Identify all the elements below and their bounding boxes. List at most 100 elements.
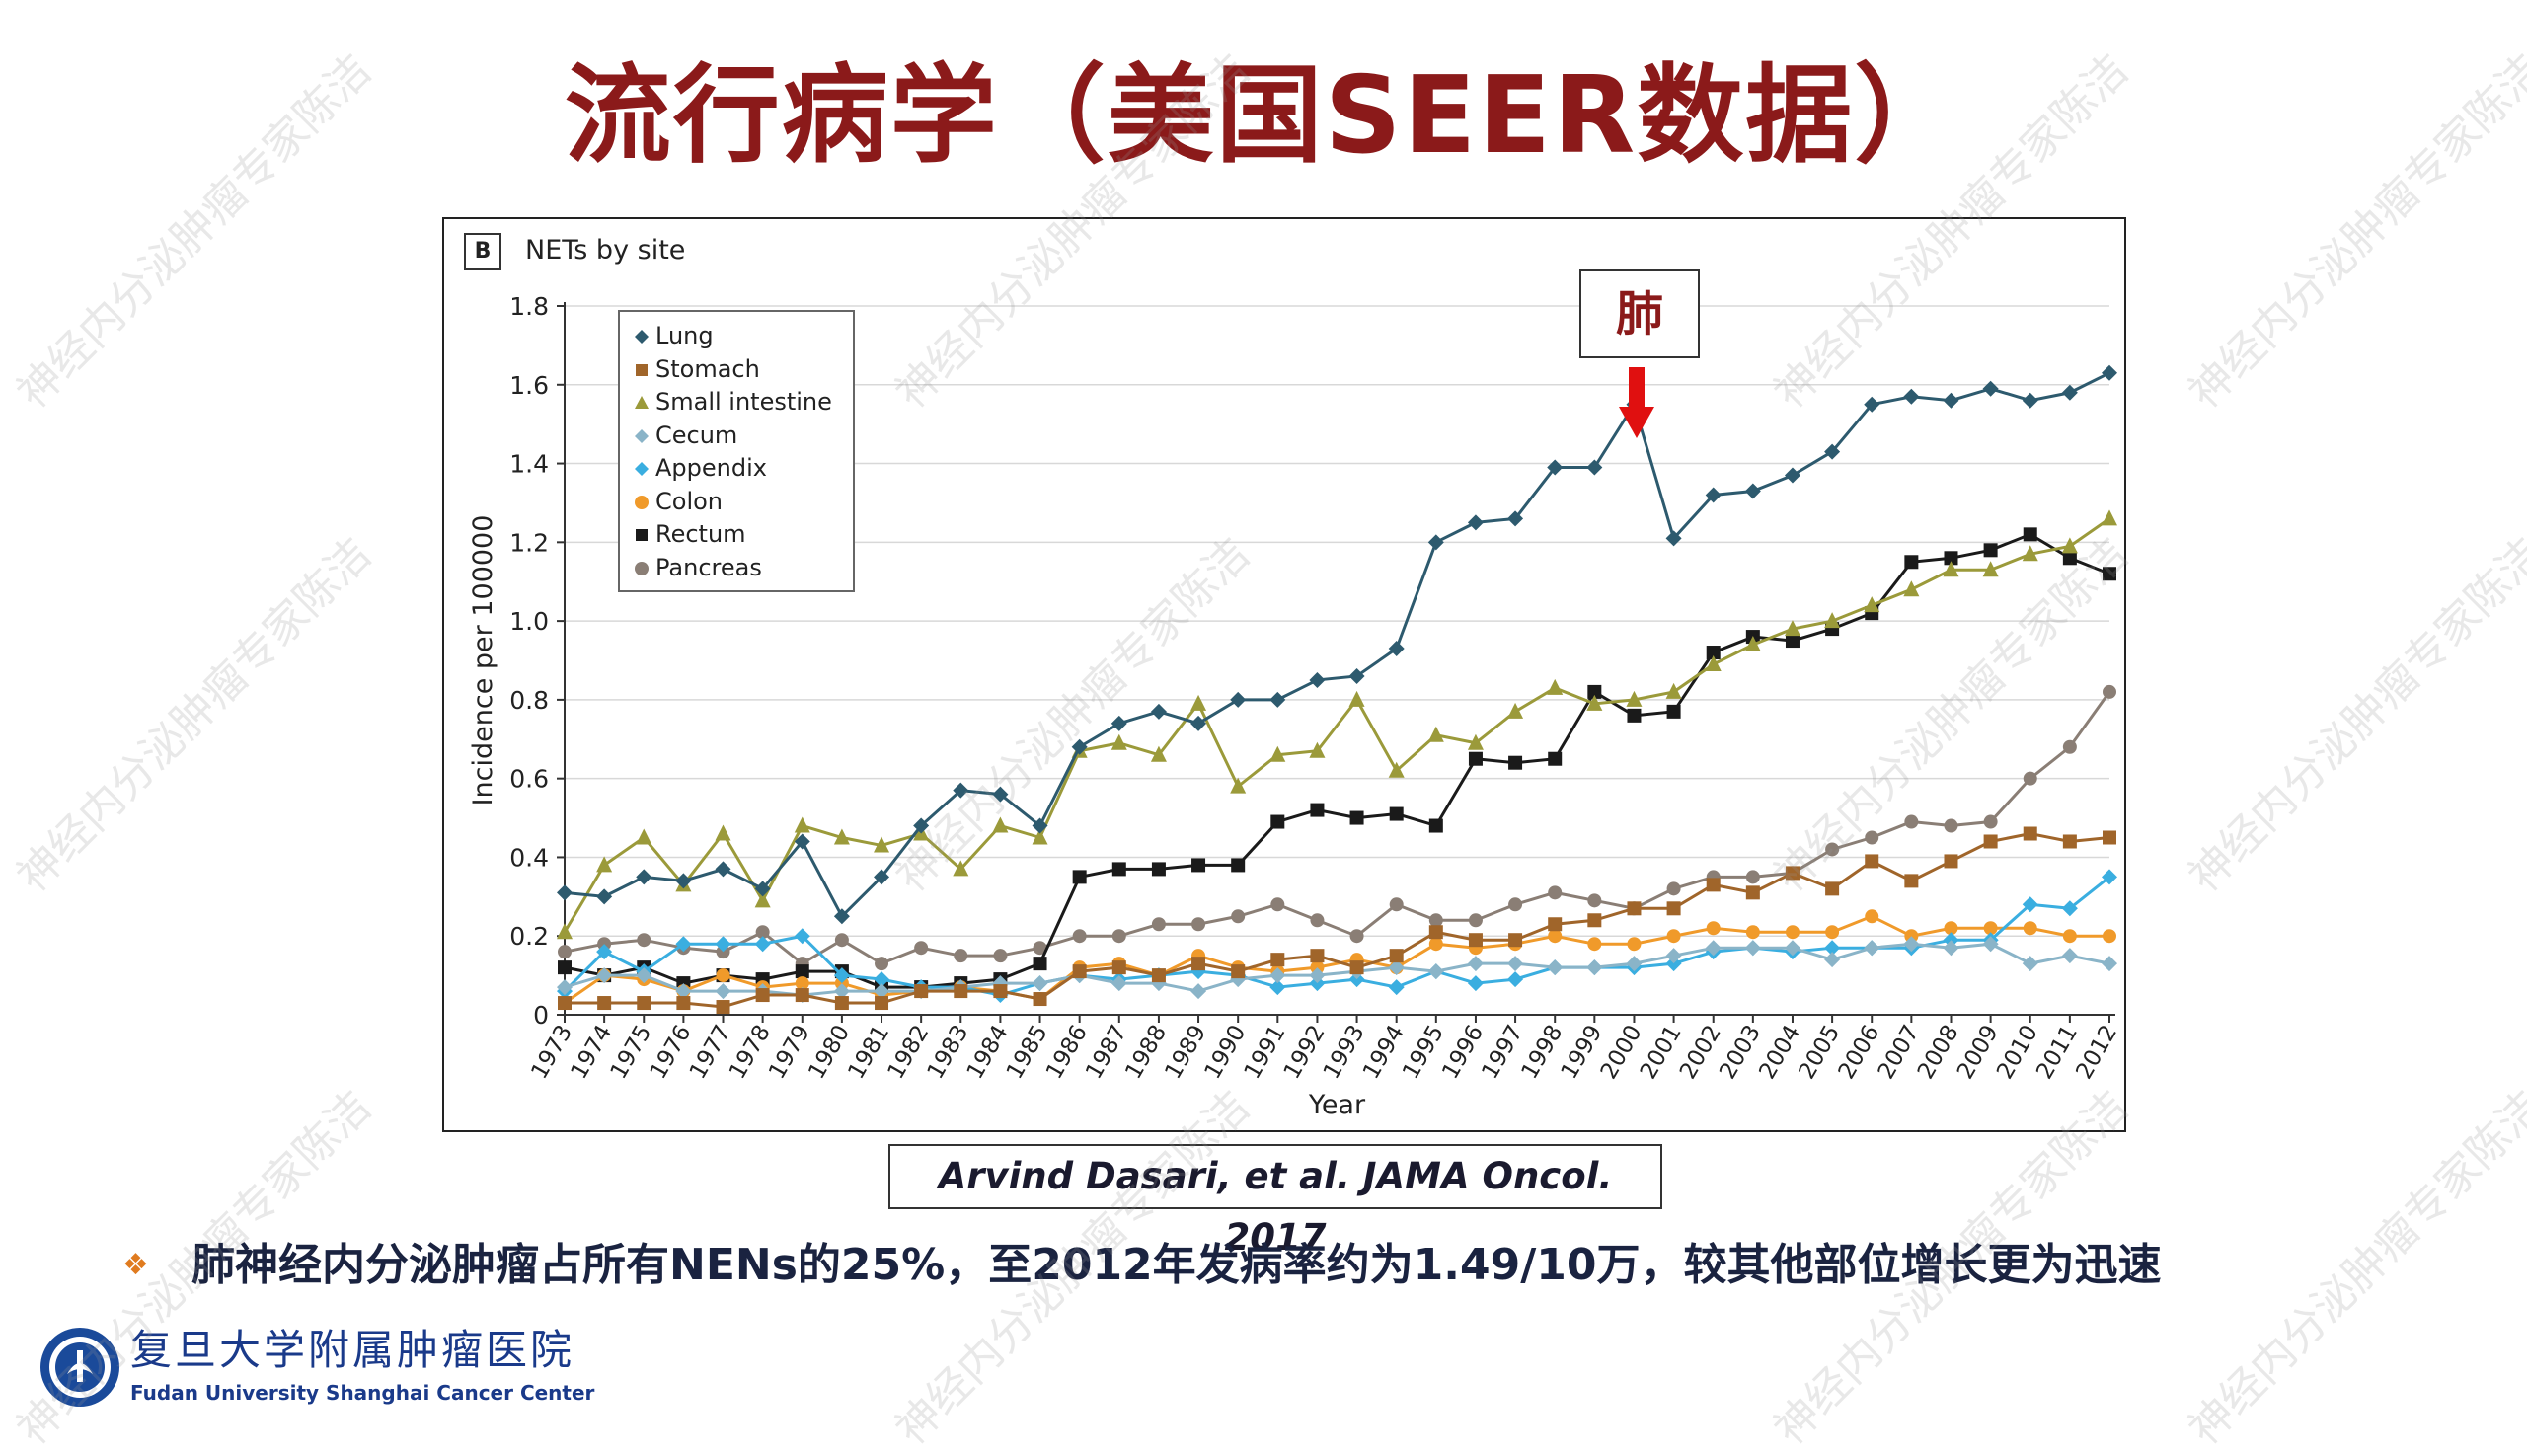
data-point-stomach [1666, 901, 1681, 916]
data-point-small-intestine [1388, 761, 1405, 778]
data-point-pancreas [1666, 881, 1681, 896]
data-point-rectum [1785, 634, 1800, 649]
data-point-lung [1269, 691, 1286, 708]
data-point-cecum [1427, 963, 1444, 980]
data-point-lung [715, 861, 731, 878]
data-point-colon [1548, 929, 1563, 944]
data-point-appendix [2102, 869, 2117, 885]
data-point-lung [1903, 388, 1920, 405]
data-point-small-intestine [1626, 690, 1643, 707]
data-point-rectum [1072, 870, 1087, 884]
data-point-pancreas [1111, 929, 1126, 944]
x-tick-label: 1999 [1557, 1021, 1608, 1084]
x-tick-label: 1975 [606, 1021, 657, 1084]
data-point-appendix [833, 967, 850, 984]
data-point-lung [913, 817, 930, 834]
x-tick-label: 2006 [1834, 1021, 1885, 1084]
series-line-pancreas [564, 691, 2111, 965]
data-point-pancreas [875, 957, 889, 971]
data-point-stomach [637, 996, 651, 1011]
data-point-rectum [1666, 704, 1681, 719]
data-point-small-intestine [1903, 580, 1920, 597]
data-point-cecum [1665, 948, 1682, 964]
data-point-rectum [1151, 862, 1166, 877]
x-tick-label: 1983 [923, 1021, 974, 1084]
data-point-small-intestine [2102, 509, 2117, 526]
data-point-lung [596, 888, 613, 905]
diamond-bullet-icon: ❖ [122, 1247, 149, 1282]
x-tick-label: 2001 [1636, 1021, 1687, 1084]
data-point-stomach [2023, 826, 2037, 841]
data-point-small-intestine [833, 828, 850, 845]
data-point-pancreas [954, 949, 968, 963]
data-point-stomach [1587, 913, 1602, 928]
data-point-stomach [1508, 933, 1523, 948]
data-point-small-intestine [1824, 612, 1841, 629]
data-point-lung [1744, 483, 1761, 499]
data-point-lung [1665, 530, 1682, 547]
hospital-name-cn: 复旦大学附属肿瘤医院 [130, 1326, 575, 1374]
data-point-cecum [636, 967, 652, 984]
data-point-pancreas [2023, 771, 2037, 786]
data-point-stomach [795, 988, 809, 1003]
data-point-rectum [2023, 527, 2037, 542]
data-point-rectum [558, 960, 572, 975]
data-point-colon [1865, 909, 1879, 924]
series-line-colon [564, 914, 2109, 1005]
x-tick-label: 2004 [1754, 1021, 1805, 1084]
data-point-appendix [715, 936, 731, 953]
data-point-lung [1388, 641, 1405, 657]
data-point-lung [833, 908, 850, 925]
data-point-small-intestine [794, 816, 810, 833]
data-point-lung [557, 884, 573, 901]
data-point-small-intestine [636, 828, 652, 845]
data-point-small-intestine [1586, 694, 1603, 711]
data-point-small-intestine [1547, 678, 1564, 695]
data-point-lung [874, 869, 890, 885]
data-point-colon [1627, 937, 1642, 952]
data-point-lung [992, 786, 1009, 803]
data-point-stomach [1865, 854, 1879, 869]
data-point-lung [1190, 715, 1207, 731]
data-point-pancreas [1825, 842, 1840, 857]
data-point-rectum [795, 964, 809, 979]
legend-item-colon: Colon [634, 486, 723, 517]
legend-label: Rectum [655, 520, 746, 548]
data-point-appendix [1269, 979, 1286, 996]
data-point-pancreas [1508, 897, 1523, 912]
data-point-cecum [1705, 940, 1722, 957]
data-point-colon [1825, 925, 1840, 940]
data-point-appendix [1507, 971, 1524, 988]
x-tick-label: 1998 [1517, 1021, 1569, 1084]
data-point-rectum [2103, 567, 2116, 581]
x-tick-label: 1981 [843, 1021, 894, 1084]
data-point-lung [1230, 691, 1247, 708]
data-point-pancreas [1270, 897, 1285, 912]
legend-marker-appendix [635, 462, 649, 476]
x-tick-label: 1984 [962, 1021, 1014, 1084]
data-point-stomach [1745, 885, 1760, 900]
data-point-lung [1586, 459, 1603, 476]
data-point-appendix [596, 944, 613, 960]
data-point-stomach [1706, 878, 1721, 892]
data-point-stomach [834, 996, 849, 1011]
bullet-point: ❖ 肺神经内分泌肿瘤占所有NENs的25%，至2012年发病率约为1.49/10万… [122, 1232, 2162, 1297]
data-point-lung [1032, 817, 1048, 834]
data-point-stomach [716, 1000, 730, 1015]
data-point-cecum [1032, 975, 1048, 992]
data-point-rectum [1983, 543, 1998, 558]
data-point-colon [1785, 925, 1800, 940]
data-point-small-intestine [1032, 828, 1048, 845]
data-point-cecum [1547, 959, 1564, 976]
data-point-small-intestine [1705, 654, 1722, 671]
watermark-text: 神经内分泌肿瘤专家陈洁 [2179, 1081, 2527, 1455]
data-point-rectum [1349, 810, 1364, 825]
data-point-pancreas [1191, 917, 1206, 932]
data-point-small-intestine [1190, 694, 1207, 711]
data-point-pancreas [914, 941, 929, 956]
data-point-lung [2102, 364, 2117, 381]
data-point-small-intestine [1309, 741, 1326, 758]
x-tick-label: 1986 [1041, 1021, 1093, 1084]
legend-label: Stomach [655, 354, 760, 383]
data-point-cecum [2102, 956, 2117, 972]
